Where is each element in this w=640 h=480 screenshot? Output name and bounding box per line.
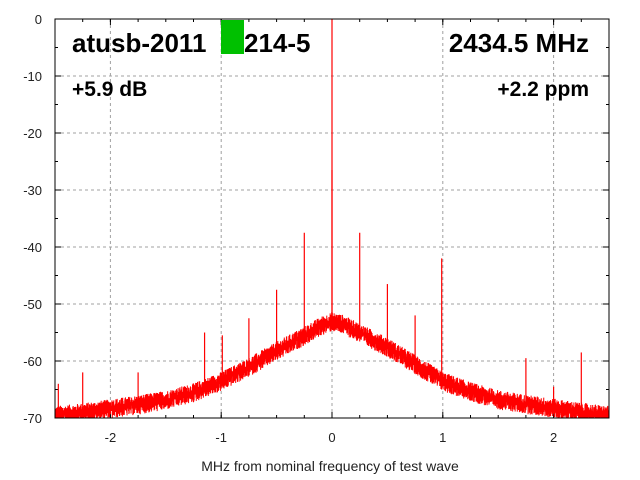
x-axis-label: MHz from nominal frequency of test wave bbox=[201, 458, 459, 474]
device-label: atusb-2011 bbox=[72, 28, 206, 58]
y-tick-labels: 0 -10 -20 -30 -40 -50 -60 -70 bbox=[23, 12, 42, 426]
spectrum-series bbox=[54, 19, 610, 419]
x-tick-label: 1 bbox=[439, 430, 446, 445]
y-tick-label: -70 bbox=[23, 411, 42, 426]
x-tick-labels: -2 -1 0 1 2 bbox=[105, 430, 558, 445]
offset-label: +2.2 ppm bbox=[497, 78, 589, 101]
status-marker bbox=[221, 20, 244, 54]
x-tick-label: 2 bbox=[550, 430, 557, 445]
y-tick-label: 0 bbox=[35, 12, 42, 27]
frequency-label: 2434.5 MHz bbox=[449, 28, 589, 58]
y-tick-label: -60 bbox=[23, 354, 42, 369]
y-tick-label: -30 bbox=[23, 183, 42, 198]
y-tick-label: -50 bbox=[23, 297, 42, 312]
gain-label: +5.9 dB bbox=[72, 78, 147, 101]
y-tick-label: -20 bbox=[23, 126, 42, 141]
x-tick-label: -1 bbox=[215, 430, 227, 445]
y-tick-label: -10 bbox=[23, 69, 42, 84]
x-tick-label: -2 bbox=[105, 430, 117, 445]
x-tick-label: 0 bbox=[328, 430, 335, 445]
device-label-suffix: 214-5 bbox=[244, 28, 311, 58]
plot-frame bbox=[54, 18, 610, 419]
y-tick-label: -40 bbox=[23, 240, 42, 255]
